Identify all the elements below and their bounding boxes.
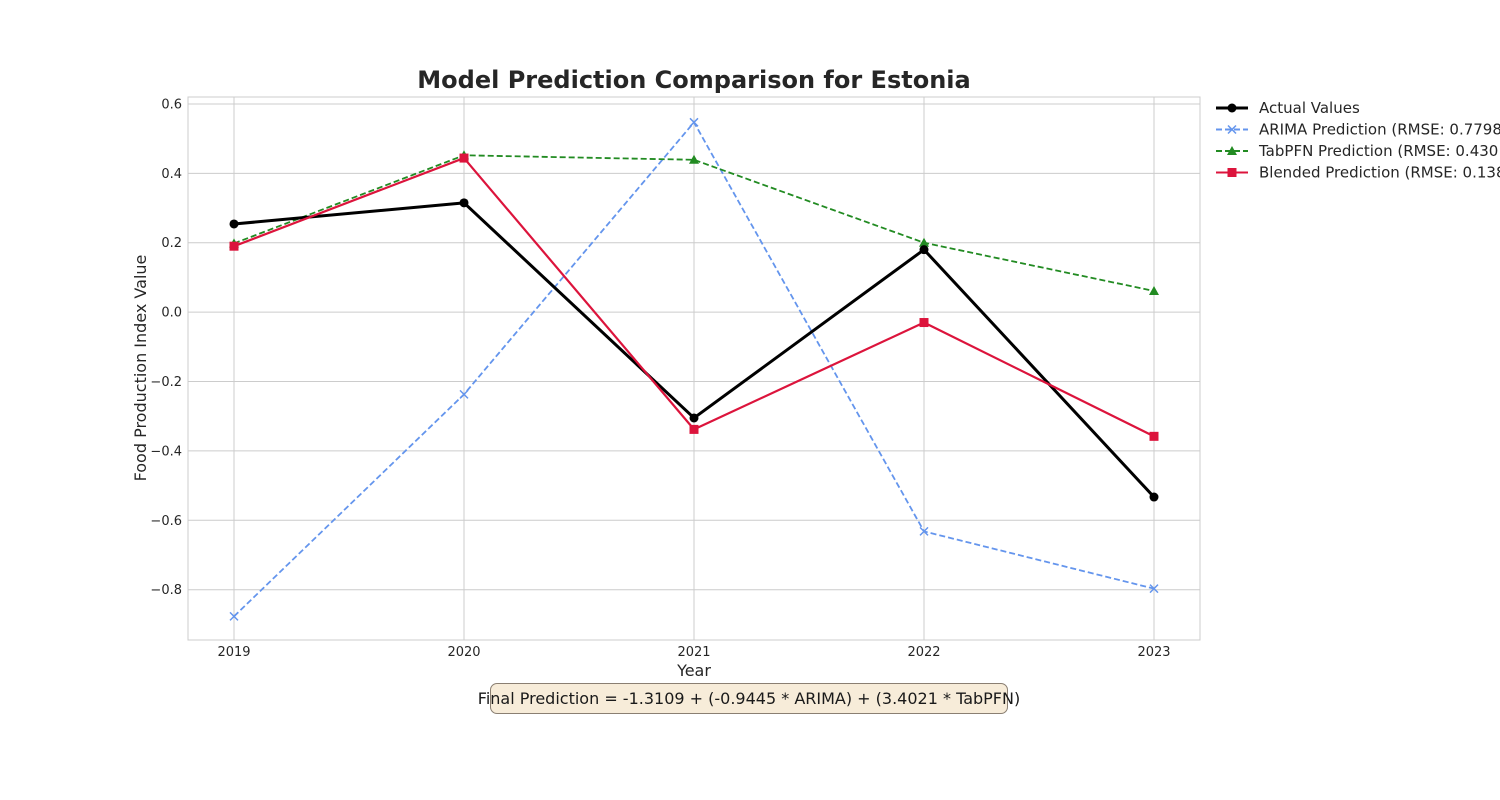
data-point — [229, 611, 239, 621]
x-tick-label: 2019 — [217, 645, 250, 660]
legend-entry: ARIMA Prediction (RMSE: 0.7798) — [1216, 121, 1500, 139]
legend-marker — [1227, 146, 1237, 155]
y-tick-label: −0.6 — [150, 514, 182, 529]
legend-label: TabPFN Prediction (RMSE: 0.4301) — [1258, 142, 1500, 160]
data-point — [689, 117, 699, 127]
data-point — [919, 237, 929, 247]
legend-marker — [1227, 124, 1237, 135]
x-tick-label: 2023 — [1137, 645, 1170, 660]
plot-frame — [187, 96, 1201, 641]
data-point — [459, 153, 469, 163]
data-point — [689, 424, 699, 434]
legend-marker — [1227, 103, 1237, 113]
tick-labels: 2019 2020 2021 2022 2023 0.6 0.4 0.2 0.0 −0.2 −0.4… — [150, 97, 1170, 660]
legend-entry: Blended Prediction (RMSE: 0.1386) — [1216, 164, 1500, 182]
legend-marker — [1227, 168, 1237, 177]
data-point — [689, 413, 699, 423]
data-point — [459, 198, 469, 208]
x-axis-label: Year — [676, 661, 711, 680]
data-point — [1149, 431, 1159, 441]
data-point — [229, 241, 239, 251]
formula-text: Final Prediction = -1.3109 + (-0.9445 * … — [477, 689, 1021, 708]
y-axis-label: Food Production Index Value — [131, 255, 150, 482]
legend-label: Actual Values — [1259, 99, 1360, 117]
y-tick-label: 0.4 — [161, 167, 182, 182]
data-point — [459, 389, 469, 399]
series-line — [233, 154, 1155, 292]
data-point — [1149, 492, 1159, 502]
y-tick-label: 0.0 — [161, 306, 182, 321]
legend-label: Blended Prediction (RMSE: 0.1386) — [1259, 164, 1500, 182]
x-tick-label: 2022 — [907, 645, 940, 660]
data-point — [1149, 285, 1159, 295]
chart-title: Model Prediction Comparison for Estonia — [417, 66, 970, 94]
data-point — [689, 154, 699, 164]
series-layer — [229, 117, 1159, 621]
legend-entry: Actual Values — [1216, 99, 1360, 117]
series-3 — [229, 153, 1159, 441]
series-0 — [229, 198, 1159, 502]
x-tick-label: 2021 — [677, 645, 710, 660]
legend-entry: TabPFN Prediction (RMSE: 0.4301) — [1216, 142, 1500, 160]
y-tick-label: −0.2 — [150, 375, 182, 390]
y-tick-label: −0.4 — [150, 444, 182, 459]
series-1 — [229, 117, 1159, 621]
formula-annotation: Final Prediction = -1.3109 + (-0.9445 * … — [478, 683, 1020, 714]
legend: Actual Values ARIMA Prediction (RMSE: 0.7… — [1216, 99, 1500, 182]
x-tick-label: 2020 — [447, 645, 480, 660]
legend-label: ARIMA Prediction (RMSE: 0.7798) — [1259, 121, 1500, 139]
grid-lines — [188, 97, 1200, 640]
data-point — [919, 526, 929, 536]
y-tick-label: 0.2 — [161, 236, 182, 251]
data-point — [1149, 584, 1159, 594]
y-tick-label: 0.6 — [161, 97, 182, 112]
y-tick-label: −0.8 — [150, 583, 182, 598]
data-point — [919, 318, 929, 328]
data-point — [919, 245, 929, 255]
data-point — [229, 219, 239, 229]
